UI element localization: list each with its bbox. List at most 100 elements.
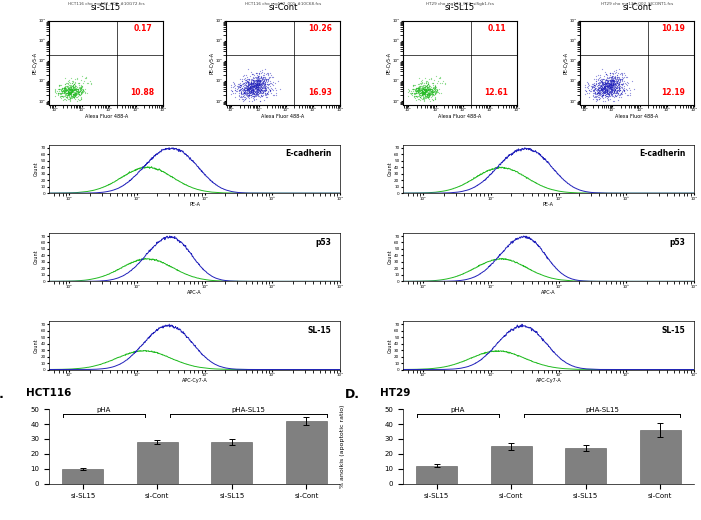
Point [252,86,263,95]
Point [422,84,433,93]
Point [608,76,620,85]
Point [608,78,619,86]
Point [65,84,76,93]
Point [418,88,429,97]
Point [600,82,611,90]
Point [604,81,615,89]
Point [597,65,608,73]
Point [602,89,613,98]
Point [243,81,254,89]
Point [254,76,265,84]
Point [606,72,618,81]
Point [418,88,429,97]
Point [71,85,82,93]
Point [60,87,71,95]
Point [56,87,67,95]
Point [245,75,257,84]
Point [264,82,275,90]
Point [409,86,421,94]
Point [57,87,68,96]
Point [240,79,251,87]
Point [243,80,254,88]
Point [258,82,269,90]
Point [252,84,263,92]
Point [55,88,66,97]
Point [611,83,622,92]
Point [606,75,618,83]
Point [67,89,79,98]
Point [242,82,253,90]
Text: HT29 cho mg132_062_siSgb1.fcs: HT29 cho mg132_062_siSgb1.fcs [426,2,494,6]
Point [423,92,435,100]
Point [596,81,607,89]
Point [56,86,67,95]
Point [245,84,257,92]
Point [64,85,75,93]
Point [417,84,428,93]
Point [606,73,618,82]
Point [423,89,434,98]
Point [266,71,277,79]
Point [592,89,603,97]
Point [595,84,606,92]
Point [406,89,417,98]
Point [268,85,279,94]
Point [63,76,74,84]
Point [608,85,619,93]
Point [416,85,428,93]
Point [615,84,626,92]
Point [245,80,257,88]
Point [428,83,440,92]
Point [62,88,74,97]
Point [601,77,612,86]
Point [419,87,430,96]
Point [594,89,605,97]
Point [256,84,267,93]
Point [429,76,440,85]
Point [245,78,256,86]
Point [257,77,268,86]
Point [66,87,77,95]
Point [602,74,613,82]
Point [608,83,619,91]
Point [594,84,605,93]
Point [60,91,71,99]
Point [580,87,592,96]
Point [625,88,636,97]
Point [238,86,250,94]
Point [66,92,77,100]
Point [240,89,251,97]
Point [256,72,267,81]
Point [605,83,616,92]
Point [592,89,604,97]
Point [259,65,271,73]
Point [606,79,617,87]
Point [253,74,264,82]
Point [417,88,428,97]
Point [604,73,615,82]
Point [609,74,620,82]
Point [247,76,258,84]
Point [612,81,623,89]
Point [420,90,431,99]
Point [263,73,274,82]
Point [602,83,613,91]
Point [604,85,615,94]
Point [243,88,254,97]
Point [599,88,611,96]
Point [608,77,619,85]
Point [430,87,442,95]
Point [252,85,263,93]
Point [257,77,268,86]
Point [252,83,263,92]
Point [260,77,271,86]
Point [601,87,613,96]
Point [70,88,81,97]
Point [597,85,608,94]
Point [581,78,592,86]
Point [590,93,601,101]
Point [250,82,261,90]
Point [608,73,620,82]
Point [599,87,611,96]
Point [421,92,433,100]
